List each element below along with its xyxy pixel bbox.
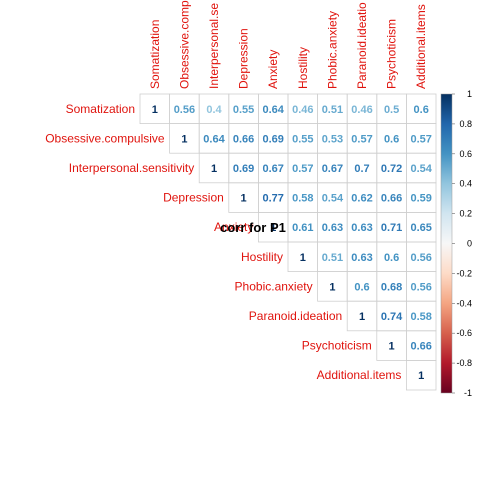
cell-value: 0.57 bbox=[351, 133, 372, 145]
row-label: Phobic.anxiety bbox=[235, 279, 313, 293]
cell-value: 0.57 bbox=[410, 133, 431, 145]
column-label: Obsessive.comp bbox=[177, 0, 191, 89]
colorbar-tick-label: -0.8 bbox=[456, 358, 472, 368]
cell-value: 0.7 bbox=[354, 163, 369, 175]
cell-value: 0.6 bbox=[414, 104, 429, 116]
cell-value: 0.51 bbox=[322, 104, 343, 116]
cell-value: 0.63 bbox=[351, 222, 372, 234]
column-label: Additional.items bbox=[414, 4, 428, 89]
row-label: Obsessive.compulsive bbox=[45, 131, 165, 145]
cell-value: 0.65 bbox=[410, 222, 431, 234]
colorbar-tick-label: 0.8 bbox=[459, 119, 472, 129]
colorbar-legend: 1 0.8 0.6 0.4 0.2 0 -0.2 -0.4 -0.6 -0.8 -1 bbox=[440, 89, 472, 398]
cell-value: 0.6 bbox=[384, 133, 399, 145]
colorbar bbox=[440, 93, 453, 394]
cell-value: 0.71 bbox=[381, 222, 402, 234]
chart-title: corr for P1 bbox=[220, 220, 286, 235]
cell-value: 0.56 bbox=[410, 252, 431, 264]
cell-value: 0.59 bbox=[410, 193, 431, 205]
cell-value: 1 bbox=[300, 252, 306, 264]
cell-value: 0.66 bbox=[233, 133, 254, 145]
column-label: Interpersonal.se bbox=[207, 3, 221, 89]
cell-value: 0.74 bbox=[381, 311, 403, 323]
colorbar-tick-label: 0.6 bbox=[459, 149, 472, 159]
cell-value: 0.46 bbox=[351, 104, 372, 116]
cell-value: 0.46 bbox=[292, 104, 313, 116]
cell-value: 0.57 bbox=[292, 163, 313, 175]
cell-value: 0.6 bbox=[354, 281, 369, 293]
row-label: Additional.items bbox=[317, 368, 402, 382]
cell-value: 0.63 bbox=[351, 252, 372, 264]
cell-value: 0.5 bbox=[384, 104, 399, 116]
matrix-grid bbox=[139, 93, 437, 391]
cell-value: 1 bbox=[211, 163, 217, 175]
colorbar-tick-label: -0.2 bbox=[456, 268, 472, 278]
row-label: Interpersonal.sensitivity bbox=[69, 161, 194, 175]
cell-value: 0.56 bbox=[174, 104, 195, 116]
cell-value: 1 bbox=[418, 370, 424, 382]
row-labels: Somatization Obsessive.compulsive Interper… bbox=[45, 102, 401, 382]
cell-value: 0.4 bbox=[206, 104, 222, 116]
colorbar-tick-label: 1 bbox=[467, 89, 472, 99]
matrix-values: 1 0.56 0.4 0.55 0.64 0.46 0.51 0.46 0.5 0.61 0.64 0… bbox=[152, 104, 433, 382]
cell-value: 0.63 bbox=[322, 222, 343, 234]
cell-value: 1 bbox=[359, 311, 365, 323]
cell-value: 0.69 bbox=[233, 163, 254, 175]
cell-value: 0.66 bbox=[410, 341, 431, 353]
cell-value: 0.55 bbox=[233, 104, 254, 116]
cell-value: 0.58 bbox=[292, 193, 313, 205]
column-label: Hostility bbox=[296, 47, 310, 89]
column-label: Anxiety bbox=[266, 50, 280, 89]
cell-value: 0.53 bbox=[322, 133, 343, 145]
colorbar-tick-label: 0 bbox=[467, 239, 472, 249]
row-label: Depression bbox=[163, 191, 224, 205]
cell-value: 0.64 bbox=[203, 133, 225, 145]
cell-value: 0.69 bbox=[262, 133, 283, 145]
cell-value: 0.6 bbox=[384, 252, 399, 264]
cell-value: 1 bbox=[152, 104, 158, 116]
colorbar-tick-label: 0.4 bbox=[459, 179, 472, 189]
cell-value: 1 bbox=[181, 133, 187, 145]
column-label: Paranoid.ideatio bbox=[355, 2, 369, 89]
cell-value: 0.72 bbox=[381, 163, 402, 175]
column-labels: Somatization Obsessive.comp Interpersonal.… bbox=[148, 0, 428, 89]
cell-value: 1 bbox=[389, 341, 395, 353]
cell-value: 0.51 bbox=[322, 252, 343, 264]
colorbar-tick-label: -0.4 bbox=[456, 298, 472, 308]
cell-value: 0.64 bbox=[262, 104, 284, 116]
cell-value: 0.67 bbox=[322, 163, 343, 175]
colorbar-tick-label: 0.2 bbox=[459, 209, 472, 219]
row-label: Somatization bbox=[66, 102, 135, 116]
cell-value: 0.58 bbox=[410, 311, 431, 323]
cell-value: 0.54 bbox=[322, 193, 344, 205]
cell-value: 0.54 bbox=[410, 163, 432, 175]
colorbar-tick-label: -1 bbox=[464, 388, 472, 398]
colorbar-tick-label: -0.6 bbox=[456, 328, 472, 338]
row-label: Hostility bbox=[241, 250, 283, 264]
row-label: Anxiety bbox=[214, 220, 253, 234]
cell-value: 0.67 bbox=[262, 163, 283, 175]
cell-value: 1 bbox=[270, 222, 276, 234]
column-label: Depression bbox=[237, 28, 251, 89]
column-label: Somatization bbox=[148, 20, 162, 89]
cell-value: 1 bbox=[241, 193, 247, 205]
matrix-cell bbox=[405, 359, 437, 391]
row-label: Paranoid.ideation bbox=[249, 309, 342, 323]
column-label: Phobic.anxiety bbox=[325, 11, 339, 89]
cell-value: 0.68 bbox=[381, 281, 402, 293]
cell-value: 0.56 bbox=[410, 281, 431, 293]
cell-value: 0.62 bbox=[351, 193, 372, 205]
cell-value: 0.61 bbox=[292, 222, 313, 234]
cell-value: 0.77 bbox=[262, 193, 283, 205]
row-label: Psychoticism bbox=[302, 339, 372, 353]
cell-value: 0.55 bbox=[292, 133, 313, 145]
cell-value: 1 bbox=[329, 281, 335, 293]
column-label: Psychoticism bbox=[385, 19, 399, 89]
cell-value: 0.66 bbox=[381, 193, 402, 205]
